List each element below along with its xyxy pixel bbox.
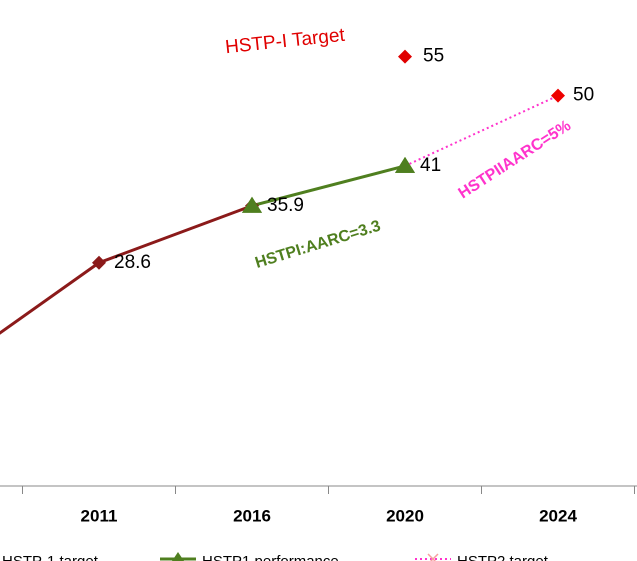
marker [551,88,565,103]
marker [395,156,415,173]
data-label: 50 [573,85,594,106]
series-line [404,94,559,167]
highlight-marker [398,49,412,64]
highlight-label: HSTP-I Target [224,25,346,59]
legend-label: HSTP2 target [457,553,549,561]
legend-marker [172,552,184,561]
marker [242,196,262,213]
x-tick-label: 2020 [386,506,424,525]
data-label: 28.6 [114,252,151,273]
x-tick-label: 2024 [539,506,577,525]
annotation: HSTPIIAARC=5% [456,117,575,202]
data-label: 35.9 [267,195,304,216]
marker [92,255,106,270]
x-tick-label: 2011 [81,506,118,525]
annotation: HSTPI:AARC=3.3 [253,218,383,272]
legend-marker [427,553,439,561]
legend-label: HSTP-1 target [2,553,99,561]
x-tick-label: 2016 [233,506,271,525]
data-label: 55 [423,46,444,67]
data-label: 41 [420,155,441,176]
legend-label: HSTP1 performance [202,553,339,561]
series-line [251,164,406,208]
series-line [0,204,253,335]
